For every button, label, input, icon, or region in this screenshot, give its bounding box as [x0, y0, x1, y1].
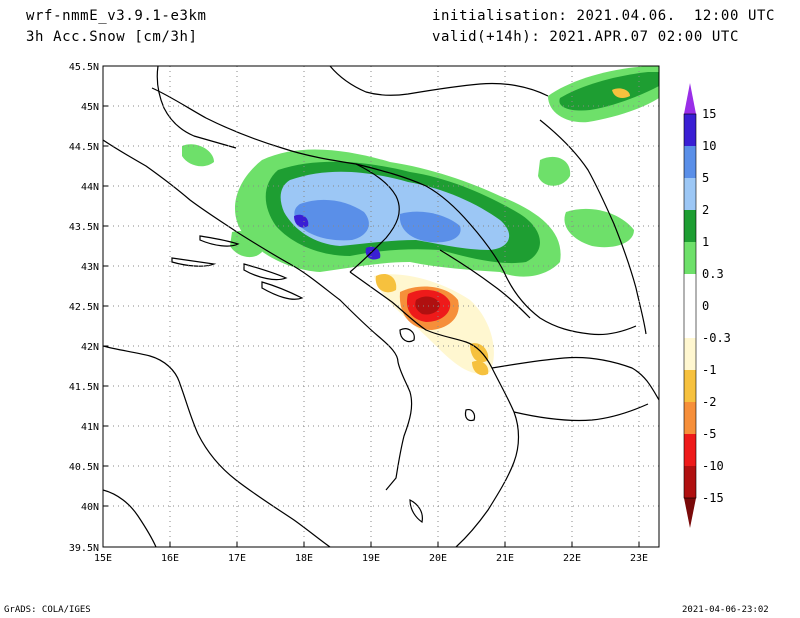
north-macedonia-border: [491, 356, 659, 401]
lat-label: 41.5N: [69, 382, 99, 393]
colorbar-labels: 15 10 5 2 1 0.3 0 -0.3 -1 -2 -5 -10 -15: [702, 107, 731, 505]
coastlines-and-borders: [103, 66, 659, 547]
lake-ohrid: [464, 409, 476, 422]
snow-band-medium-blue-e: [399, 211, 461, 243]
colorbar-label: -5: [702, 427, 716, 441]
lat-label: 40N: [81, 502, 99, 513]
lon-label: 21E: [496, 553, 514, 564]
lat-label: 44.5N: [69, 142, 99, 153]
lat-label: 41N: [81, 422, 99, 433]
lon-label: 17E: [228, 553, 246, 564]
lon-label: 19E: [362, 553, 380, 564]
colorbar-label: -15: [702, 491, 724, 505]
colorbar-label: 10: [702, 139, 716, 153]
snow-patch-light-green-e: [564, 208, 634, 248]
render-timestamp: 2021-04-06-23:02: [682, 605, 769, 615]
croatia-north-coast: [156, 66, 237, 149]
colorbar-label: -0.3: [702, 331, 731, 345]
snow-core-dark-blue: [294, 214, 309, 228]
colorbar-bottom-arrow: [684, 498, 696, 528]
lat-label: 43N: [81, 262, 99, 273]
colorbar-segment: [684, 402, 696, 434]
colorbar-frame: [683, 113, 697, 499]
dalmatian-island-2: [171, 257, 217, 267]
dalmatian-island-1: [199, 235, 240, 247]
lat-label: 43.5N: [69, 222, 99, 233]
snow-field: [182, 66, 659, 376]
colorbar-segment: [684, 466, 696, 498]
croatia-bosnia-border: [151, 87, 400, 273]
italy-coast: [103, 345, 331, 547]
grads-credit: GrADS: COLA/IGES: [4, 605, 91, 615]
snow-patch-light-green-nw: [182, 144, 214, 167]
lon-label: 23E: [630, 553, 648, 564]
map-frame-background: [103, 66, 659, 547]
lake-scutari: [399, 328, 415, 343]
serbia-border: [355, 163, 637, 336]
adriatic-coast-east: [103, 139, 413, 491]
colorbar-segment: [684, 242, 696, 274]
lat-label: 40.5N: [69, 462, 99, 473]
colorbar-segments: [684, 114, 696, 498]
colorbar-segment: [684, 114, 696, 146]
dalmatian-island-3: [243, 263, 288, 281]
colorbar-label: 2: [702, 203, 709, 217]
colorbar-segment: [684, 370, 696, 402]
lat-label: 39.5N: [69, 543, 99, 554]
melt-orange-light-3: [472, 360, 489, 376]
colorbar-label: -2: [702, 395, 716, 409]
snow-band-medium-blue: [294, 199, 369, 241]
snow-patch-light-green-c: [538, 156, 571, 186]
field-name: 3h Acc.Snow [cm/3h]: [26, 29, 198, 45]
melt-dark-red: [415, 296, 440, 315]
valid-time: valid(+14h): 2021.APR.07 02:00 UTC: [432, 29, 739, 45]
lat-tick-marks: [103, 65, 108, 548]
colorbar-label: 5: [702, 171, 709, 185]
initialisation-time: initialisation: 2021.04.06. 12:00 UTC: [432, 8, 776, 24]
italy-heel: [103, 489, 157, 547]
hungary-border: [329, 66, 549, 97]
colorbar-segment: [684, 338, 696, 370]
greece-border: [513, 403, 649, 422]
colorbar-segment: [684, 210, 696, 242]
colorbar-label: -10: [702, 459, 724, 473]
lat-label: 42.5N: [69, 302, 99, 313]
lon-labels: 15E 16E 17E 18E 19E 20E 21E 22E 23E: [94, 553, 648, 564]
melt-orange-light: [375, 273, 397, 293]
colorbar-top-arrow: [684, 83, 696, 114]
colorbar-label: -1: [702, 363, 716, 377]
bulgaria-border: [539, 119, 647, 335]
kosovo-border: [439, 249, 531, 319]
colorbar-label: 0.3: [702, 267, 724, 281]
colorbar-label: 0: [702, 299, 709, 313]
dalmatian-island-4: [261, 281, 304, 300]
lat-label: 42N: [81, 342, 99, 353]
lon-label: 20E: [429, 553, 447, 564]
colorbar-segment: [684, 178, 696, 210]
lat-label: 45.5N: [69, 62, 99, 73]
lon-label: 22E: [563, 553, 581, 564]
lat-lon-grid: [103, 66, 659, 547]
lon-tick-marks: [102, 542, 640, 547]
lat-label: 44N: [81, 182, 99, 193]
colorbar-segment: [684, 146, 696, 178]
lon-label: 18E: [295, 553, 313, 564]
lon-label: 16E: [161, 553, 179, 564]
colorbar: 15 10 5 2 1 0.3 0 -0.3 -1 -2 -5 -10 -15: [683, 83, 731, 528]
snow-core-dark-blue-2: [365, 246, 381, 260]
colorbar-label: 1: [702, 235, 709, 249]
melt-orange-light-2: [470, 343, 489, 363]
snow-band-dark-green-ne: [559, 72, 659, 111]
colorbar-segment: [684, 434, 696, 466]
corfu-island: [409, 499, 423, 523]
colorbar-label: 15: [702, 107, 716, 121]
lat-labels: 45.5N 45N 44.5N 44N 43.5N 43N 42.5N 42N …: [69, 62, 99, 554]
lon-label: 15E: [94, 553, 112, 564]
melt-orange-light-4: [612, 88, 630, 98]
lat-label: 45N: [81, 102, 99, 113]
snow-patch-light-green-w: [230, 230, 262, 258]
model-name: wrf-nmmE_v3.9.1-e3km: [26, 8, 207, 24]
